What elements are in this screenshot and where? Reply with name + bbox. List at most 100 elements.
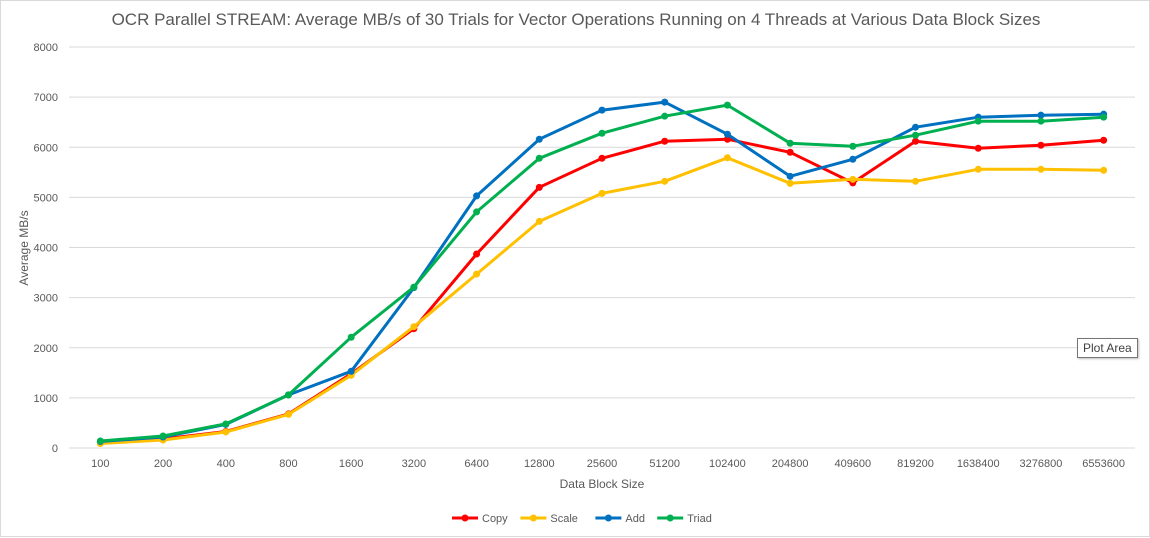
x-tick-label: 409600 xyxy=(834,458,871,470)
plot-area-tooltip: Plot Area xyxy=(1077,338,1138,358)
data-point-add[interactable] xyxy=(347,367,355,375)
data-point-scale[interactable] xyxy=(222,428,230,436)
data-point-triad[interactable] xyxy=(347,333,355,341)
data-point-triad[interactable] xyxy=(598,129,606,137)
legend-marker xyxy=(666,514,674,522)
x-tick-label: 12800 xyxy=(524,458,555,470)
legend-item-scale[interactable]: Scale xyxy=(520,513,578,525)
y-tick-label: 5000 xyxy=(34,192,58,204)
x-tick-label: 6400 xyxy=(464,458,488,470)
legend-label: Scale xyxy=(550,513,578,525)
data-point-copy[interactable] xyxy=(535,183,543,191)
legend-marker xyxy=(529,514,537,522)
data-point-copy[interactable] xyxy=(661,137,669,145)
data-point-add[interactable] xyxy=(661,98,669,106)
legend-item-copy[interactable]: Copy xyxy=(452,513,508,525)
legend-marker xyxy=(604,514,612,522)
data-point-scale[interactable] xyxy=(723,154,731,162)
data-point-scale[interactable] xyxy=(912,177,920,185)
data-point-triad[interactable] xyxy=(723,101,731,109)
legend-marker xyxy=(461,514,469,522)
series-scale[interactable] xyxy=(96,154,1108,447)
data-point-scale[interactable] xyxy=(849,175,857,183)
data-point-triad[interactable] xyxy=(284,391,292,399)
y-tick-label: 6000 xyxy=(34,142,58,154)
data-point-triad[interactable] xyxy=(159,432,167,440)
legend[interactable]: Copy Scale Add Triad xyxy=(452,513,712,525)
data-point-scale[interactable] xyxy=(535,217,543,225)
x-tick-label: 204800 xyxy=(772,458,809,470)
data-point-add[interactable] xyxy=(912,123,920,131)
chart-title: OCR Parallel STREAM: Average MB/s of 30 … xyxy=(112,10,1041,29)
data-point-copy[interactable] xyxy=(473,250,481,258)
x-tick-label: 102400 xyxy=(709,458,746,470)
data-point-add[interactable] xyxy=(598,106,606,114)
legend-item-add[interactable]: Add xyxy=(595,513,645,525)
data-point-add[interactable] xyxy=(849,155,857,163)
data-point-scale[interactable] xyxy=(974,165,982,173)
data-point-copy[interactable] xyxy=(1037,141,1045,149)
data-point-add[interactable] xyxy=(473,192,481,200)
data-point-triad[interactable] xyxy=(849,142,857,150)
data-point-copy[interactable] xyxy=(786,148,794,156)
y-tick-label: 1000 xyxy=(34,393,58,405)
series-triad[interactable] xyxy=(96,101,1108,445)
series-add[interactable] xyxy=(96,98,1108,445)
y-axis-title: Average MB/s xyxy=(17,210,31,285)
x-tick-label: 200 xyxy=(154,458,172,470)
y-tick-label: 8000 xyxy=(34,42,58,54)
legend-label: Triad xyxy=(687,513,712,525)
series-line-copy[interactable] xyxy=(98,137,1106,444)
plot-area[interactable] xyxy=(96,98,1108,447)
x-tick-label: 25600 xyxy=(587,458,618,470)
data-point-scale[interactable] xyxy=(1037,165,1045,173)
data-point-scale[interactable] xyxy=(661,177,669,185)
data-point-triad[interactable] xyxy=(535,154,543,162)
x-tick-label: 100 xyxy=(91,458,109,470)
data-point-copy[interactable] xyxy=(598,154,606,162)
series-line-add[interactable] xyxy=(98,100,1106,443)
x-tick-label: 3276800 xyxy=(1020,458,1063,470)
x-tick-label: 400 xyxy=(217,458,235,470)
series-copy[interactable] xyxy=(96,135,1108,446)
legend-label: Add xyxy=(625,513,645,525)
x-tick-label: 51200 xyxy=(649,458,680,470)
data-point-triad[interactable] xyxy=(410,283,418,291)
x-tick-label: 3200 xyxy=(402,458,426,470)
gridlines xyxy=(69,46,1135,449)
series-line-scale[interactable] xyxy=(98,156,1106,445)
data-point-triad[interactable] xyxy=(222,420,230,428)
data-point-triad[interactable] xyxy=(661,112,669,120)
data-point-copy[interactable] xyxy=(912,137,920,145)
data-point-scale[interactable] xyxy=(410,323,418,331)
data-point-scale[interactable] xyxy=(786,179,794,187)
data-point-triad[interactable] xyxy=(786,139,794,147)
data-point-triad[interactable] xyxy=(1100,113,1108,121)
x-tick-label: 819200 xyxy=(897,458,934,470)
data-point-copy[interactable] xyxy=(1100,136,1108,144)
legend-label: Copy xyxy=(482,513,508,525)
data-point-add[interactable] xyxy=(723,130,731,138)
data-point-triad[interactable] xyxy=(974,117,982,125)
data-point-scale[interactable] xyxy=(1100,166,1108,174)
data-point-copy[interactable] xyxy=(974,144,982,152)
y-axis-ticks: 0 1000 2000 3000 4000 5000 6000 7000 8000 xyxy=(34,42,58,455)
legend-item-triad[interactable]: Triad xyxy=(657,513,712,525)
data-point-add[interactable] xyxy=(535,135,543,143)
data-point-triad[interactable] xyxy=(1037,117,1045,125)
data-point-add[interactable] xyxy=(786,172,794,180)
data-point-scale[interactable] xyxy=(284,410,292,418)
x-axis-title: Data Block Size xyxy=(560,477,645,491)
data-point-triad[interactable] xyxy=(96,437,104,445)
data-point-triad[interactable] xyxy=(473,208,481,216)
x-tick-label: 1638400 xyxy=(957,458,1000,470)
data-point-add[interactable] xyxy=(1037,111,1045,119)
data-point-copy[interactable] xyxy=(723,135,731,143)
y-tick-label: 3000 xyxy=(34,293,58,305)
data-point-scale[interactable] xyxy=(473,270,481,278)
data-point-triad[interactable] xyxy=(912,131,920,139)
data-point-scale[interactable] xyxy=(598,189,606,197)
y-tick-label: 4000 xyxy=(34,243,58,255)
x-axis-ticks: 100 200 400 800 1600 3200 6400 12800 25600 51200 1… xyxy=(91,458,1125,470)
